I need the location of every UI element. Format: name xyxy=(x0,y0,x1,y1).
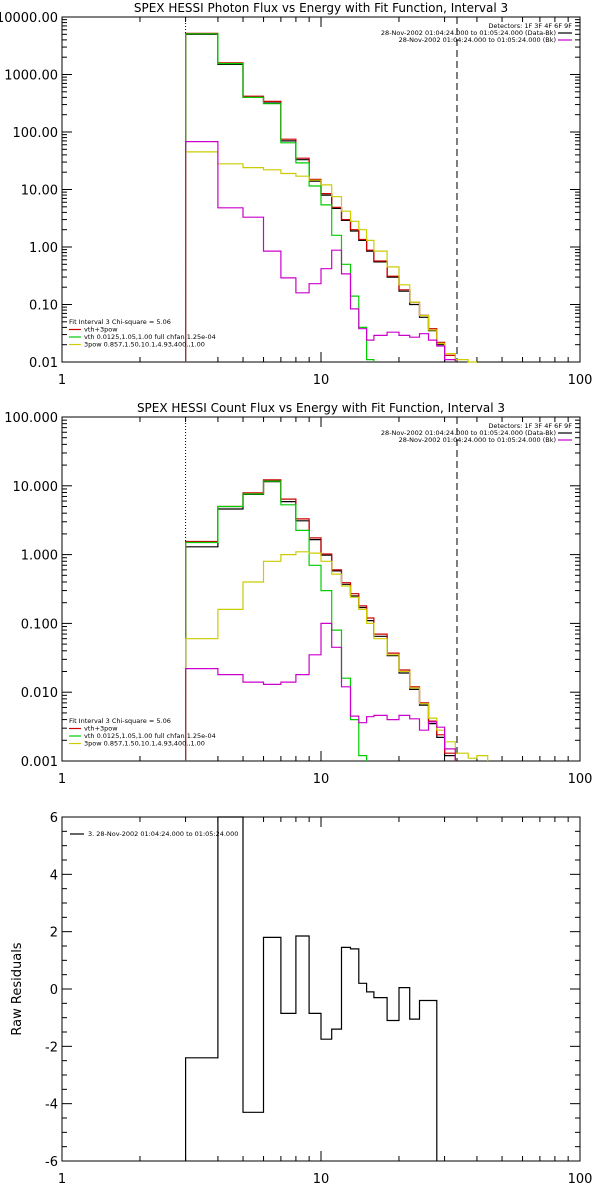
detectors-label: Detectors: 1F 3F 4F 6F 9F xyxy=(488,422,572,430)
chart-title: SPEX HESSI Photon Flux vs Energy with Fi… xyxy=(134,1,508,15)
series-5-histogram xyxy=(185,622,456,761)
chart-title: SPEX HESSI Count Flux vs Energy with Fit… xyxy=(137,401,505,415)
series-1-histogram xyxy=(185,33,446,362)
legend-entry-label: 28-Nov-2002 01:04:24.000 to 01:05:24.000… xyxy=(399,36,556,44)
x-tick-label: 10 xyxy=(313,1172,330,1187)
series-3-histogram xyxy=(185,480,368,761)
fit-legend-label: vth 0.0125,1.05,1.00 full chfan 1.25e-04 xyxy=(84,732,216,740)
detectors-label: Detectors: 1F 3F 4F 6F 9F xyxy=(488,22,572,30)
y-tick-label: 1.00 xyxy=(29,241,58,256)
y-tick-label: -6 xyxy=(45,1155,58,1170)
fit-legend-label: vth 0.0125,1.05,1.00 full chfan 1.25e-04 xyxy=(84,333,216,341)
y-tick-label: 0.001 xyxy=(21,755,58,770)
fit-legend-label: 3pow 0.857,1.50,10.1,4.93,400.,1.00 xyxy=(84,740,205,748)
x-tick-label: 100 xyxy=(568,373,593,388)
fit-legend-label: 3pow 0.857,1.50,10.1,4.93,400.,1.00 xyxy=(84,341,205,349)
series-2-histogram xyxy=(185,479,456,761)
y-tick-label: 2 xyxy=(50,926,58,941)
plot-frame xyxy=(61,816,581,1162)
x-tick-label: 100 xyxy=(568,772,593,787)
y-tick-label: -2 xyxy=(45,1040,58,1055)
y-tick-label: 0.10 xyxy=(29,299,58,314)
series-4-histogram xyxy=(185,551,489,761)
y-tick-label: 100.000 xyxy=(4,411,58,426)
x-tick-label: 1 xyxy=(58,772,66,787)
series-5-histogram xyxy=(185,141,456,362)
chart-panel-2: SPEX HESSI Count Flux vs Energy with Fit… xyxy=(4,401,592,787)
y-tick-label: 0.010 xyxy=(21,686,58,701)
y-tick-label: 0 xyxy=(50,983,58,998)
x-tick-label: 1 xyxy=(58,1172,66,1187)
y-tick-label: 100.00 xyxy=(13,126,59,141)
y-tick-label: 6 xyxy=(50,811,58,826)
y-tick-label: 4 xyxy=(50,868,58,883)
y-tick-label: 1000.00 xyxy=(4,69,58,84)
y-axis-label: Raw Residuals xyxy=(10,942,25,1035)
y-tick-label: -4 xyxy=(45,1098,58,1113)
x-tick-label: 1 xyxy=(58,373,66,388)
series-1-histogram xyxy=(185,816,438,1161)
legend-entry-label: 28-Nov-2002 01:04:24.000 to 01:05:24.000… xyxy=(381,29,556,37)
y-tick-label: 1.000 xyxy=(21,549,58,564)
fit-legend-label: vth+3pow xyxy=(84,326,118,334)
chart-panel-1: SPEX HESSI Photon Flux vs Energy with Fi… xyxy=(0,1,592,388)
x-tick-label: 100 xyxy=(568,1172,593,1187)
legend-entry-label: 28-Nov-2002 01:04:24.000 to 01:05:24.000… xyxy=(399,436,556,444)
fit-legend-label: vth+3pow xyxy=(84,725,118,733)
y-tick-label: 10.00 xyxy=(21,184,58,199)
y-tick-label: 10.000 xyxy=(13,480,59,495)
legend-entry-label: 3. 28-Nov-2002 01:04:24.000 to 01:05:24.… xyxy=(88,830,238,838)
fit-header: Fit Interval 3 Chi-square = 5.06 xyxy=(69,318,171,326)
chart-panel-3: 1 10 100 6 4 2 0 -2 -4 -6 Raw Residuals 3. 28-Nov-2… xyxy=(10,811,592,1187)
y-tick-label: 0.01 xyxy=(29,356,58,371)
series-3-histogram xyxy=(185,33,375,362)
y-tick-label: 10000.00 xyxy=(0,11,58,26)
series-4-histogram xyxy=(185,151,477,363)
x-tick-label: 10 xyxy=(313,373,330,388)
y-tick-label: 0.100 xyxy=(21,617,58,632)
legend-entry-label: 28-Nov-2002 01:04:24.000 to 01:05:24.000… xyxy=(381,429,556,437)
fit-header: Fit Interval 3 Chi-square = 5.06 xyxy=(69,717,171,725)
x-tick-label: 10 xyxy=(313,772,330,787)
